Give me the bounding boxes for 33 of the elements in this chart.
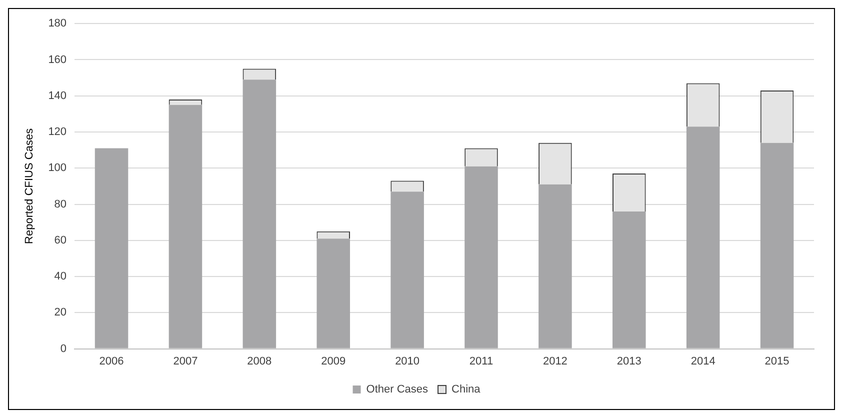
bar bbox=[686, 126, 720, 348]
bar bbox=[242, 80, 276, 348]
bar bbox=[464, 166, 498, 348]
x-tick-label: 2012 bbox=[542, 355, 568, 368]
y-tick-label: 80 bbox=[54, 198, 67, 210]
y-tick-label: 60 bbox=[54, 234, 67, 246]
legend-label: Other Cases bbox=[366, 384, 429, 396]
y-tick-label: 40 bbox=[54, 270, 67, 283]
x-tick-label: 2008 bbox=[247, 355, 272, 368]
x-tick-label: 2007 bbox=[173, 355, 198, 368]
y-tick-label: 180 bbox=[48, 18, 67, 30]
x-tick-label: 2009 bbox=[321, 355, 346, 368]
x-tick-label: 2014 bbox=[690, 355, 716, 368]
y-tick-label: 0 bbox=[60, 342, 67, 355]
bar bbox=[538, 184, 572, 348]
x-tick-label: 2011 bbox=[469, 355, 494, 368]
x-tick-label: 2013 bbox=[616, 355, 642, 368]
y-tick-label: 140 bbox=[48, 90, 67, 102]
y-tick-label: 160 bbox=[48, 54, 67, 66]
x-tick-label: 2010 bbox=[395, 355, 420, 368]
y-axis-title: Reported CFIUS Cases bbox=[24, 128, 36, 244]
bar bbox=[390, 192, 424, 348]
bar bbox=[760, 142, 794, 348]
bar bbox=[168, 104, 202, 348]
bar bbox=[94, 148, 128, 348]
legend-label: China bbox=[452, 384, 482, 396]
x-tick-label: 2015 bbox=[764, 355, 790, 368]
x-tick-label: 2006 bbox=[99, 355, 124, 368]
bar bbox=[316, 238, 350, 348]
y-tick-label: 20 bbox=[54, 306, 67, 319]
y-tick-label: 100 bbox=[48, 162, 67, 174]
y-tick-label: 120 bbox=[48, 126, 67, 138]
bar bbox=[612, 211, 646, 348]
